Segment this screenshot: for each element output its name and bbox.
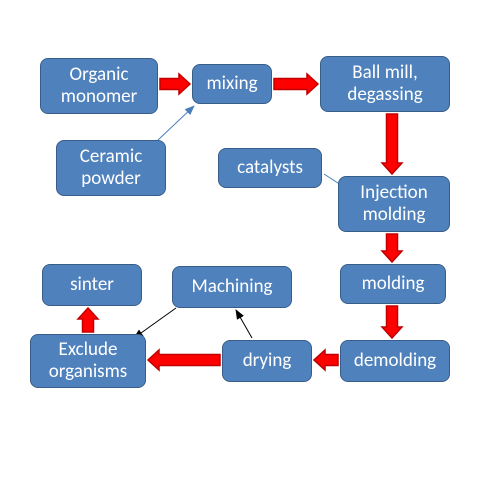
node-label: Exclude organisms: [37, 339, 139, 383]
red-arrow: [274, 74, 318, 94]
node-exclude: Exclude organisms: [30, 334, 146, 388]
node-label: Ceramic powder: [63, 146, 159, 190]
node-label: molding: [362, 273, 425, 295]
black-arrow: [236, 310, 252, 338]
node-drying: drying: [222, 340, 312, 382]
node-label: Organic monomer: [47, 64, 151, 108]
node-label: catalysts: [237, 157, 303, 179]
node-label: Ball mill, degassing: [327, 62, 443, 106]
node-ball-mill: Ball mill, degassing: [320, 56, 450, 112]
node-label: drying: [243, 350, 292, 372]
node-sinter: sinter: [42, 264, 142, 306]
node-molding: molding: [340, 264, 446, 304]
thin-arrow: [158, 106, 194, 140]
node-injection: Injection molding: [338, 176, 450, 232]
node-label: sinter: [70, 274, 114, 296]
red-arrow: [382, 114, 402, 174]
node-ceramic-powder: Ceramic powder: [56, 140, 166, 196]
red-arrow: [78, 308, 98, 332]
node-label: demolding: [354, 350, 436, 372]
node-mixing: mixing: [192, 64, 272, 104]
red-arrow: [160, 74, 190, 94]
red-arrow: [382, 234, 402, 262]
node-label: Injection molding: [345, 182, 443, 226]
node-label: mixing: [206, 73, 257, 95]
red-arrow: [382, 306, 402, 338]
red-arrow: [314, 350, 338, 370]
flowchart-canvas: Organic monomer mixing Ball mill, degassin…: [0, 0, 500, 500]
black-arrows-group: [134, 308, 252, 338]
node-organic-monomer: Organic monomer: [40, 58, 158, 114]
node-machining: Machining: [172, 266, 292, 308]
node-demolding: demolding: [340, 340, 450, 382]
red-arrow: [148, 350, 220, 370]
node-label: Machining: [192, 276, 273, 298]
node-catalysts: catalysts: [218, 148, 322, 188]
